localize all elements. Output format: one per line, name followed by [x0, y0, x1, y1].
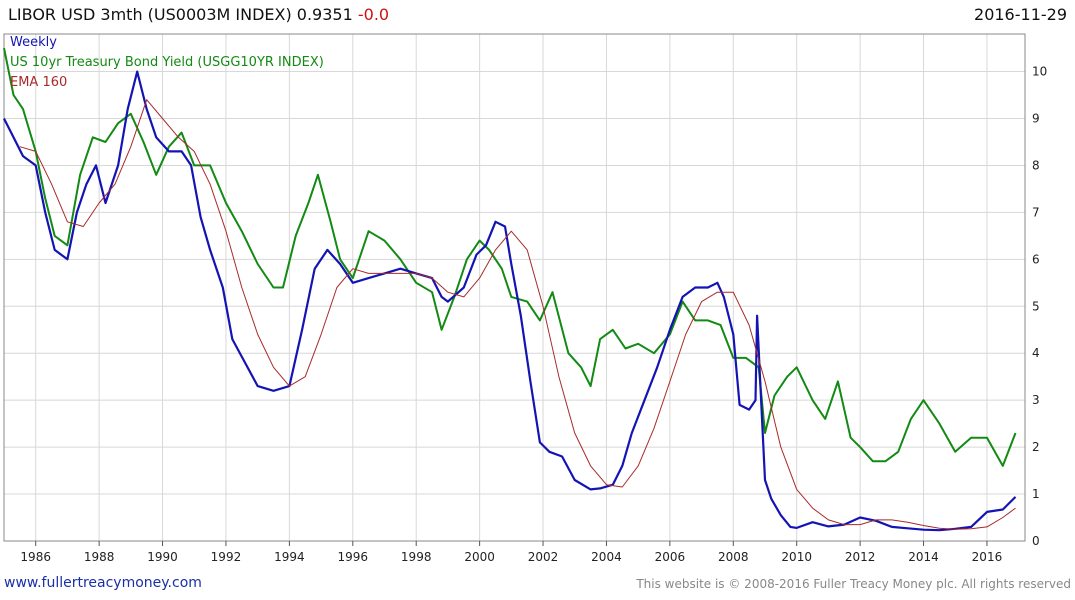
series-line-ema: [19, 99, 1016, 530]
chart-plot: 0 1 2 3 4 5 6 7 8 9 10 1986 1988 1990 1992 1994 1996 199…: [3, 33, 1047, 564]
footer-site-link[interactable]: www.fullertreacymoney.com: [4, 575, 202, 591]
x-tick-label: 2000: [464, 550, 495, 564]
legend-weekly: Weekly: [10, 35, 57, 50]
y-tick-label: 10: [1032, 65, 1047, 79]
x-tick-label: 2012: [845, 550, 876, 564]
y-tick-label: 0: [1032, 534, 1040, 548]
x-tick-label: 2010: [781, 550, 812, 564]
y-axis: 0 1 2 3 4 5 6 7 8 9 10: [1032, 65, 1047, 548]
series-line-treasury: [3, 47, 1017, 467]
x-tick-label: 1992: [211, 550, 242, 564]
x-tick-label: 2016: [972, 550, 1003, 564]
y-tick-label: 5: [1032, 299, 1040, 313]
grid-lines: [4, 34, 1025, 542]
x-tick-label: 1994: [274, 550, 305, 564]
y-tick-label: 6: [1032, 252, 1040, 266]
y-tick-label: 9: [1032, 112, 1040, 126]
plot-frame: [3, 33, 1026, 542]
x-tick-label: 2002: [528, 550, 559, 564]
x-tick-label: 1998: [401, 550, 432, 564]
x-tick-label: 2008: [718, 550, 749, 564]
y-tick-label: 3: [1032, 393, 1040, 407]
x-tick-label: 2004: [591, 550, 622, 564]
y-tick-label: 8: [1032, 158, 1040, 172]
y-tick-label: 2: [1032, 440, 1040, 454]
y-tick-label: 7: [1032, 205, 1040, 219]
y-tick-label: 4: [1032, 346, 1040, 360]
title-text: LIBOR USD 3mth (US0003M INDEX) 0.9351: [8, 5, 353, 24]
x-tick-label: 2006: [655, 550, 686, 564]
change-value: -0.0: [357, 5, 390, 24]
series-line-weekly: [3, 70, 1017, 532]
legend-treasury: US 10yr Treasury Bond Yield (USGG10YR IN…: [10, 55, 324, 70]
chart-header: LIBOR USD 3mth (US0003M INDEX) 0.9351 -0…: [0, 0, 1075, 30]
x-tick-label: 2014: [908, 550, 939, 564]
chart-date: 2016-11-29: [974, 5, 1067, 24]
legend-ema: EMA 160: [10, 75, 67, 90]
x-tick-label: 1996: [338, 550, 369, 564]
chart-title: LIBOR USD 3mth (US0003M INDEX) 0.9351 -0…: [8, 5, 389, 24]
y-tick-label: 1: [1032, 487, 1040, 501]
legend: Weekly US 10yr Treasury Bond Yield (USGG…: [10, 35, 324, 90]
x-tick-label: 1990: [147, 550, 178, 564]
series-lines: [3, 47, 1017, 532]
footer-copyright: This website is © 2008-2016 Fuller Treac…: [636, 577, 1071, 591]
x-tick-label: 1988: [84, 550, 115, 564]
x-axis: 1986 1988 1990 1992 1994 1996 1998 2000 2002 2004…: [20, 541, 1002, 564]
x-tick-label: 1986: [20, 550, 51, 564]
